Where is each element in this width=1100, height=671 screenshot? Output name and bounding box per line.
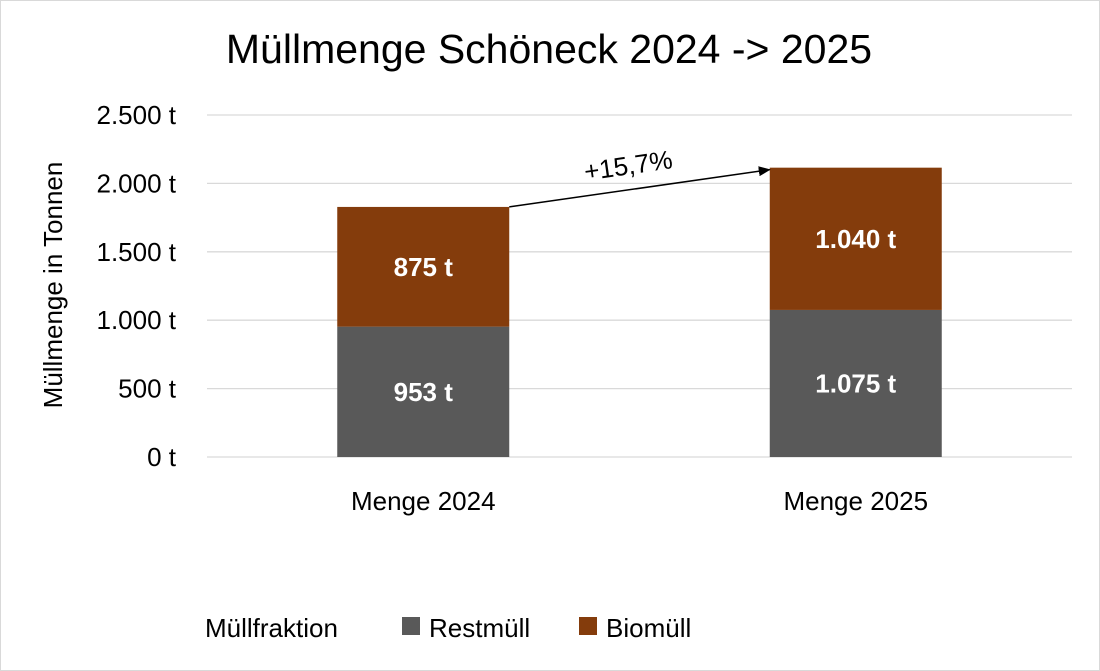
bar-segment [337,326,510,457]
y-axis-ticks: 0 t 500 t 1.000 t 1.500 t 2.000 t 2.500 t [96,100,176,472]
x-axis-categories: Menge 2024 Menge 2025 [351,486,928,516]
bar-segment [769,309,942,457]
y-axis-label: Müllmenge in Tonnen [38,162,68,409]
legend-swatch-biomuell [579,617,597,635]
data-label: 875 t [394,252,454,282]
chart-title: Müllmenge Schöneck 2024 -> 2025 [226,26,872,72]
bar-segment [769,167,942,310]
y-tick-label: 2.000 t [96,168,176,198]
bar-segment [337,206,510,327]
growth-label: +15,7% [582,144,674,186]
data-labels: 953 t 875 t 1.075 t 1.040 t [394,224,897,407]
y-tick-label: 2.500 t [96,100,176,130]
y-tick-label: 0 t [147,442,177,472]
data-label: 1.075 t [815,368,896,398]
growth-arrow [509,166,771,208]
legend-label-biomuell: Biomüll [606,613,691,643]
data-label: 953 t [394,377,454,407]
legend-swatch-restmuell [402,617,420,635]
data-label: 1.040 t [815,224,896,254]
legend: Müllfraktion Restmüll Biomüll [205,613,691,643]
y-tick-label: 1.500 t [96,237,176,267]
y-tick-label: 500 t [118,374,177,404]
x-category-label: Menge 2025 [783,486,928,516]
growth-annotation: +15,7% [509,144,771,208]
legend-title: Müllfraktion [205,613,338,643]
bars [337,167,942,457]
legend-label-restmuell: Restmüll [429,613,530,643]
x-category-label: Menge 2024 [351,486,496,516]
y-tick-label: 1.000 t [96,305,176,335]
